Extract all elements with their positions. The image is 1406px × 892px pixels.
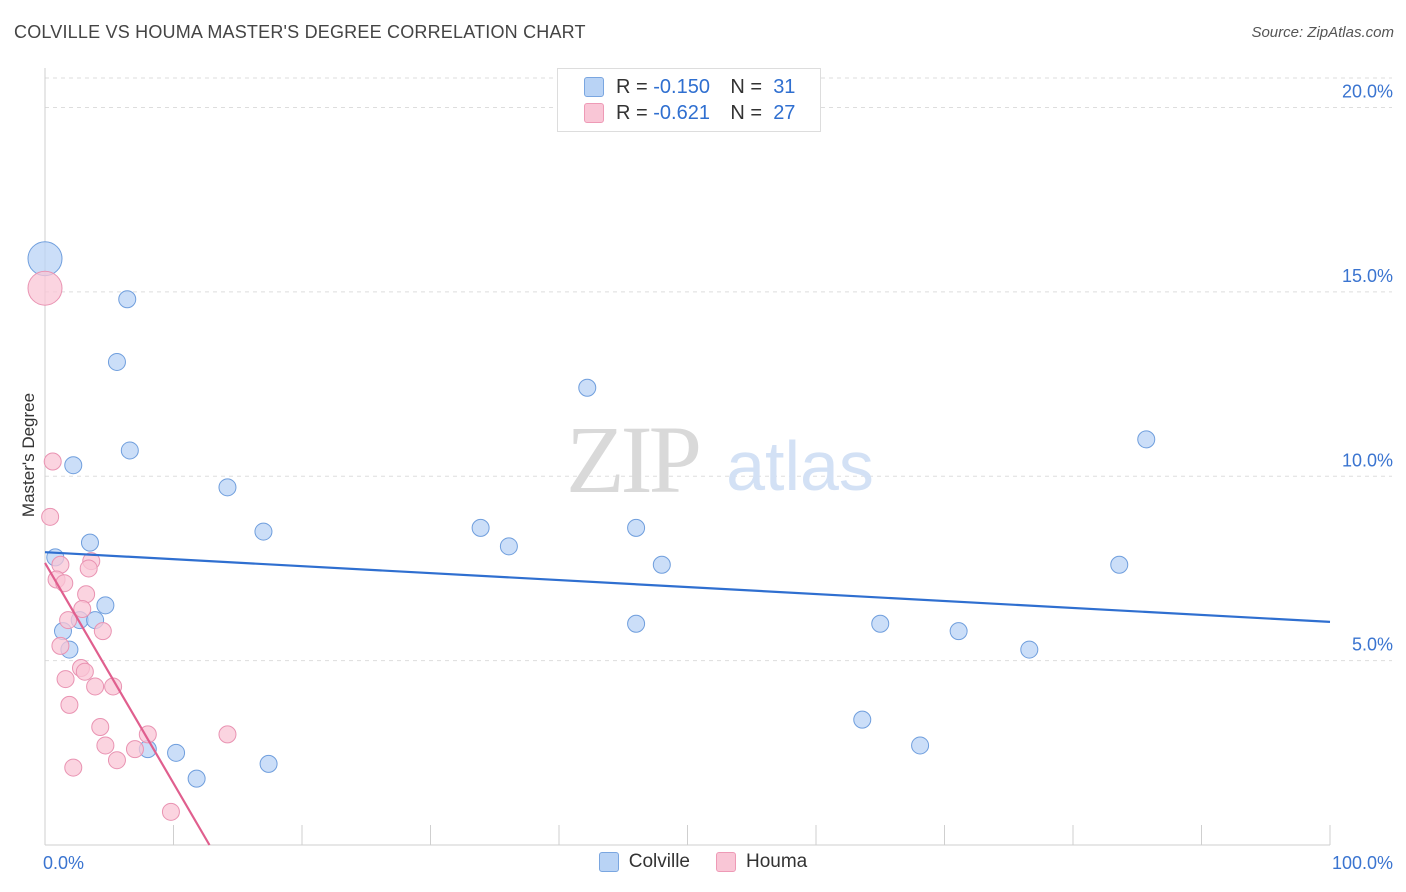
legend-swatch-colville [584, 77, 604, 97]
series-legend: Colville Houma [0, 851, 1406, 873]
legend-n-label: N = [730, 101, 763, 124]
series-legend-label: Houma [746, 851, 808, 872]
point-houma [41, 507, 60, 526]
point-colville [80, 533, 99, 552]
stats-legend: R = -0.150 N = 31 R = -0.621 N = 27 [557, 68, 821, 132]
point-colville [167, 743, 186, 762]
legend-r-label: R = [616, 101, 648, 124]
legend-r-value: -0.150 [653, 75, 710, 98]
point-houma [79, 559, 98, 578]
point-colville [118, 290, 137, 309]
point-colville [96, 596, 115, 615]
trend-line-colville [44, 551, 1331, 624]
point-houma [51, 636, 70, 655]
trend-line-houma [44, 562, 211, 846]
legend-row-houma: R = -0.621 N = 27 [584, 101, 795, 125]
point-houma [107, 751, 126, 770]
point-houma [125, 740, 144, 759]
legend-r-label: R = [616, 75, 648, 98]
point-colville [578, 378, 597, 397]
legend-r-value: -0.621 [653, 101, 710, 124]
point-houma [56, 670, 75, 689]
legend-n-value: 27 [773, 101, 796, 124]
point-colville [1020, 640, 1039, 659]
watermark-atlas: atlas [726, 427, 874, 505]
point-colville [652, 555, 671, 574]
point-colville [187, 769, 206, 788]
point-colville [259, 754, 278, 773]
point-houma [55, 574, 74, 593]
point-colville [1137, 430, 1156, 449]
point-houma [51, 555, 70, 574]
axis-layer [44, 68, 1331, 846]
point-houma [86, 677, 105, 696]
point-houma [43, 452, 62, 471]
point-colville [853, 710, 872, 729]
point-colville [871, 614, 890, 633]
point-colville [471, 518, 490, 537]
y-tick-label: 5.0% [1352, 635, 1393, 655]
x-tick-label: 100.0% [1332, 853, 1393, 873]
series-legend-colville: Colville [598, 851, 690, 873]
point-houma [91, 718, 110, 736]
point-houma [96, 736, 115, 755]
x-tick-label: 0.0% [43, 853, 84, 873]
point-colville [107, 352, 126, 371]
legend-row-colville: R = -0.150 N = 31 [584, 75, 795, 99]
tick-label-layer: 5.0% 10.0% 15.0% 20.0% 0.0% 100.0% [43, 82, 1393, 874]
point-colville [218, 478, 237, 497]
point-houma [60, 695, 79, 714]
watermark: ZIP atlas [566, 406, 874, 513]
point-houma [75, 662, 94, 681]
legend-n-value: 31 [773, 75, 796, 98]
point-colville [120, 441, 139, 460]
point-colville [64, 456, 83, 475]
y-tick-label: 20.0% [1342, 82, 1393, 102]
point-houma [64, 758, 83, 777]
point-houma [77, 585, 96, 604]
points-layer [27, 241, 1156, 821]
source-label: Source: ZipAtlas.com [1251, 24, 1394, 41]
series-swatch-houma [716, 852, 736, 872]
point-houma [218, 725, 237, 744]
point-colville [949, 622, 968, 641]
grid-layer [45, 77, 1392, 662]
series-swatch-colville [598, 852, 619, 872]
legend-swatch-houma [584, 103, 604, 123]
point-colville [911, 736, 930, 755]
series-legend-label: Colville [628, 851, 690, 872]
point-houma [73, 600, 92, 618]
trend-layer [44, 551, 1331, 846]
legend-n-label: N = [730, 75, 763, 98]
y-tick-label: 10.0% [1342, 450, 1393, 470]
point-colville [1110, 555, 1129, 574]
series-legend-houma: Houma [716, 851, 807, 873]
y-tick-label: 15.0% [1342, 266, 1393, 286]
point-houma [27, 270, 63, 306]
point-colville [27, 241, 63, 277]
watermark-zip: ZIP [566, 406, 699, 513]
chart-title: COLVILLE VS HOUMA MASTER'S DEGREE CORREL… [14, 22, 586, 42]
point-houma [59, 611, 78, 630]
point-colville [499, 537, 518, 556]
point-colville [627, 518, 646, 537]
point-colville [627, 614, 646, 633]
point-houma [161, 802, 180, 821]
point-colville [254, 522, 273, 541]
point-houma [93, 622, 112, 641]
